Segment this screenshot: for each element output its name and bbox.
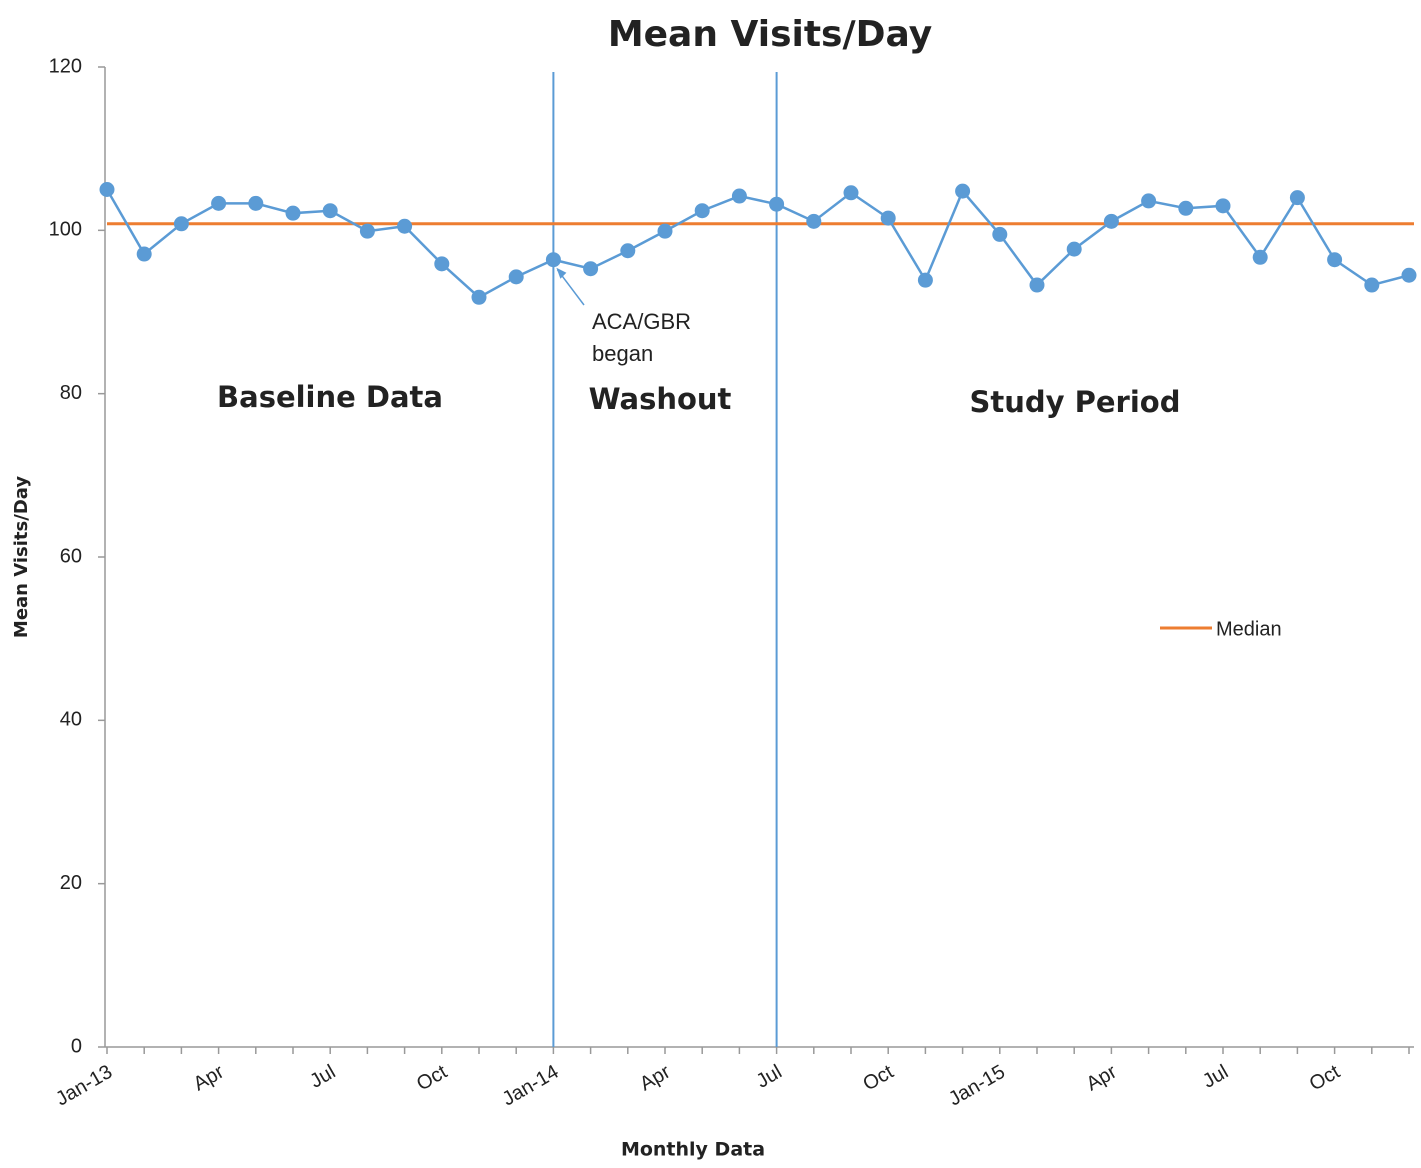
x-tick-label: Jul (306, 1061, 339, 1093)
y-tick-label: 100 (49, 219, 82, 241)
data-point (136, 246, 152, 262)
y-tick-label: 40 (60, 709, 82, 731)
data-point (211, 195, 227, 211)
region-label: Washout (589, 382, 732, 416)
data-point (1289, 190, 1305, 206)
x-tick-label: Jan-13 (52, 1061, 116, 1111)
annotation-text: began (592, 341, 653, 366)
y-tick-label: 80 (60, 382, 82, 404)
data-point (434, 256, 450, 272)
annotation-arrowhead (556, 267, 567, 279)
data-point (471, 289, 487, 305)
x-tick-label: Jan-14 (499, 1061, 563, 1111)
data-point (545, 252, 561, 268)
legend-label: Median (1216, 618, 1282, 640)
x-tick-label: Jul (753, 1061, 786, 1093)
x-tick-label: Oct (413, 1061, 451, 1096)
x-tick-label: Jul (1199, 1061, 1232, 1093)
data-point (173, 216, 189, 232)
y-tick-label: 0 (71, 1035, 82, 1057)
y-axis-label: Mean Visits/Day (11, 476, 32, 638)
data-point (1066, 241, 1082, 257)
data-point (285, 205, 301, 221)
chart-title: Mean Visits/Day (608, 14, 932, 55)
region-label: Baseline Data (217, 380, 443, 414)
data-point (1252, 249, 1268, 265)
data-line (105, 188, 1410, 299)
data-point (992, 226, 1008, 242)
region-label: Study Period (969, 385, 1180, 419)
data-point (1215, 198, 1231, 214)
x-tick-label: Apr (636, 1061, 674, 1096)
data-point (694, 203, 710, 219)
data-point (1178, 200, 1194, 216)
data-point (769, 196, 785, 212)
data-point (843, 185, 859, 201)
x-tick-label: Oct (1306, 1061, 1344, 1096)
data-point (508, 269, 524, 285)
y-tick-label: 60 (60, 545, 82, 567)
data-point (359, 223, 375, 239)
data-point (1141, 193, 1157, 209)
y-tick-label: 120 (49, 55, 82, 77)
data-point (1103, 213, 1119, 229)
data-point (1364, 277, 1380, 293)
data-point (917, 272, 933, 288)
data-point (322, 203, 338, 219)
data-point (248, 195, 264, 211)
data-point (620, 243, 636, 259)
x-tick-label: Apr (1083, 1061, 1121, 1096)
data-point (806, 213, 822, 229)
data-point (1327, 252, 1343, 268)
data-point (99, 182, 115, 197)
data-point (583, 261, 599, 277)
annotation-text: ACA/GBR (592, 309, 691, 334)
data-point (1029, 277, 1045, 293)
data-point (1401, 267, 1417, 283)
x-tick-label: Oct (859, 1061, 897, 1096)
data-point (955, 183, 971, 199)
x-tick-label: Jan-15 (945, 1061, 1009, 1111)
data-point (397, 218, 413, 234)
x-axis-label: Monthly Data (621, 1139, 765, 1161)
data-point (731, 188, 747, 204)
data-point (657, 223, 673, 239)
y-tick-label: 20 (60, 872, 82, 894)
data-point (880, 210, 896, 226)
x-tick-label: Apr (190, 1061, 228, 1096)
